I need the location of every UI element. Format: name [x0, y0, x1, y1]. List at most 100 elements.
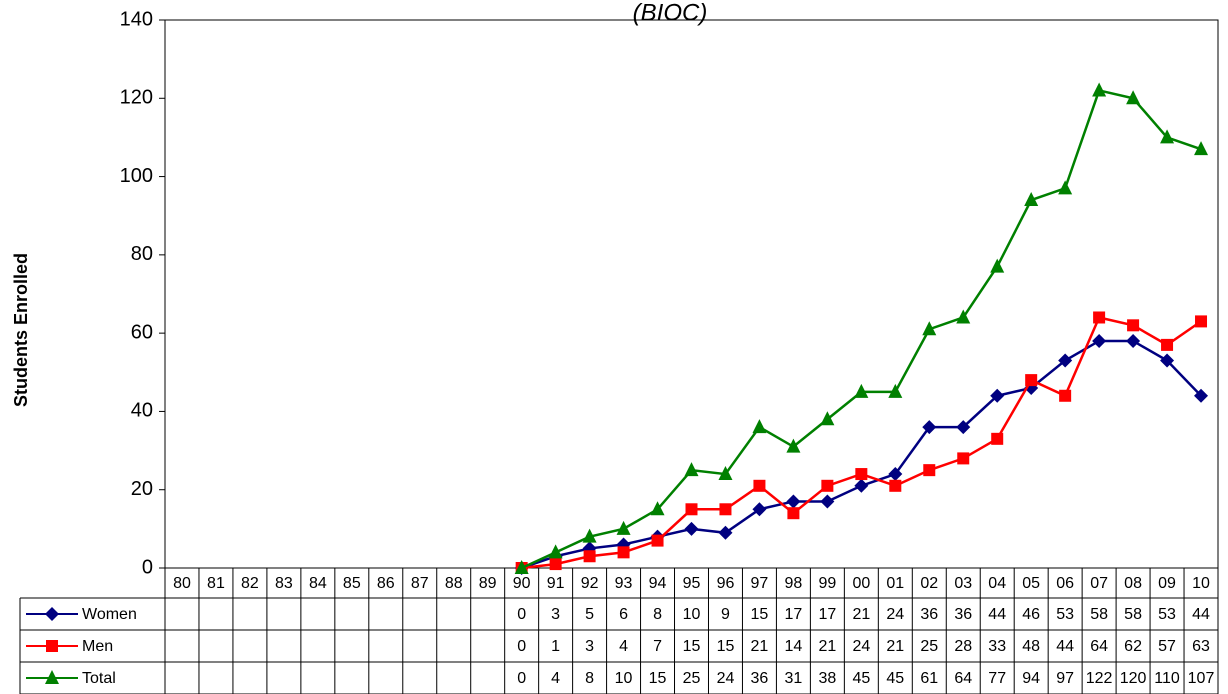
table-value: 15: [649, 670, 667, 687]
table-value: 21: [852, 606, 870, 623]
marker: [684, 521, 699, 536]
table-value: 94: [1022, 670, 1040, 687]
marker: [1025, 374, 1038, 387]
table-value: 38: [818, 670, 836, 687]
marker: [1126, 333, 1141, 348]
table-value: 44: [1056, 638, 1074, 655]
x-tick-label: 84: [309, 575, 327, 592]
marker: [719, 503, 732, 516]
marker: [684, 462, 699, 477]
x-tick-label: 97: [751, 575, 769, 592]
marker: [1059, 389, 1072, 402]
table-value: 62: [1124, 638, 1142, 655]
x-tick-label: 98: [785, 575, 803, 592]
marker: [957, 452, 970, 465]
marker: [821, 479, 834, 492]
x-tick-label: 82: [241, 575, 259, 592]
table-value: 64: [954, 670, 972, 687]
marker: [583, 550, 596, 563]
table-value: 1: [551, 638, 560, 655]
marker: [786, 438, 801, 453]
table-value: 45: [886, 670, 904, 687]
table-value: 10: [615, 670, 633, 687]
table-value: 36: [954, 606, 972, 623]
table-value: 10: [683, 606, 701, 623]
table-value: 17: [818, 606, 836, 623]
marker: [582, 528, 597, 543]
marker: [1058, 180, 1073, 195]
x-tick-label: 81: [207, 575, 225, 592]
table-value: 53: [1158, 606, 1176, 623]
marker: [854, 478, 869, 493]
y-tick-label: 20: [131, 478, 153, 500]
table-value: 0: [517, 670, 526, 687]
x-tick-label: 03: [954, 575, 972, 592]
table-value: 64: [1090, 638, 1108, 655]
marker: [991, 432, 1004, 445]
x-tick-label: 07: [1090, 575, 1108, 592]
table-value: 15: [683, 638, 701, 655]
table-value: 25: [683, 670, 701, 687]
chart-title: (BIOC): [633, 0, 708, 26]
table-value: 44: [988, 606, 1006, 623]
table-value: 4: [619, 638, 628, 655]
marker: [1093, 311, 1106, 324]
x-tick-label: 90: [513, 575, 531, 592]
x-tick-label: 04: [988, 575, 1006, 592]
legend-label: Women: [82, 606, 137, 623]
table-value: 97: [1056, 670, 1074, 687]
marker: [888, 467, 903, 482]
table-value: 0: [517, 606, 526, 623]
table-value: 48: [1022, 638, 1040, 655]
table-value: 58: [1124, 606, 1142, 623]
marker: [787, 507, 800, 520]
table-value: 31: [785, 670, 803, 687]
marker: [1126, 90, 1141, 105]
table-value: 21: [751, 638, 769, 655]
legend-label: Total: [82, 670, 116, 687]
marker: [617, 546, 630, 559]
x-tick-label: 91: [547, 575, 565, 592]
x-tick-label: 10: [1192, 575, 1210, 592]
table-value: 61: [920, 670, 938, 687]
marker: [1194, 141, 1209, 156]
marker: [752, 419, 767, 434]
marker: [45, 670, 59, 684]
table-value: 8: [585, 670, 594, 687]
marker: [922, 420, 937, 435]
x-tick-label: 80: [173, 575, 191, 592]
table-value: 0: [517, 638, 526, 655]
marker: [514, 560, 529, 574]
marker: [1024, 192, 1039, 207]
x-tick-label: 96: [717, 575, 735, 592]
marker: [45, 607, 59, 621]
y-tick-label: 40: [131, 400, 153, 422]
x-tick-label: 05: [1022, 575, 1040, 592]
table-value: 110: [1154, 670, 1180, 687]
table-value: 120: [1120, 670, 1147, 687]
marker: [718, 525, 733, 540]
table-value: 57: [1158, 638, 1176, 655]
plot-area: [164, 19, 1219, 569]
y-tick-label: 60: [131, 321, 153, 343]
table-value: 17: [785, 606, 803, 623]
marker: [1160, 129, 1175, 144]
marker: [1092, 333, 1107, 348]
table-value: 44: [1192, 606, 1210, 623]
x-tick-label: 95: [683, 575, 701, 592]
marker: [786, 494, 801, 509]
table-value: 33: [988, 638, 1006, 655]
x-tick-label: 99: [818, 575, 836, 592]
x-tick-label: 08: [1124, 575, 1142, 592]
marker: [923, 464, 936, 477]
table-value: 77: [988, 670, 1006, 687]
marker: [616, 520, 631, 535]
marker: [956, 420, 971, 435]
x-tick-label: 87: [411, 575, 429, 592]
table-value: 5: [585, 606, 594, 623]
table-value: 15: [717, 638, 735, 655]
marker: [1092, 82, 1107, 97]
marker: [820, 411, 835, 426]
table-value: 53: [1056, 606, 1074, 623]
